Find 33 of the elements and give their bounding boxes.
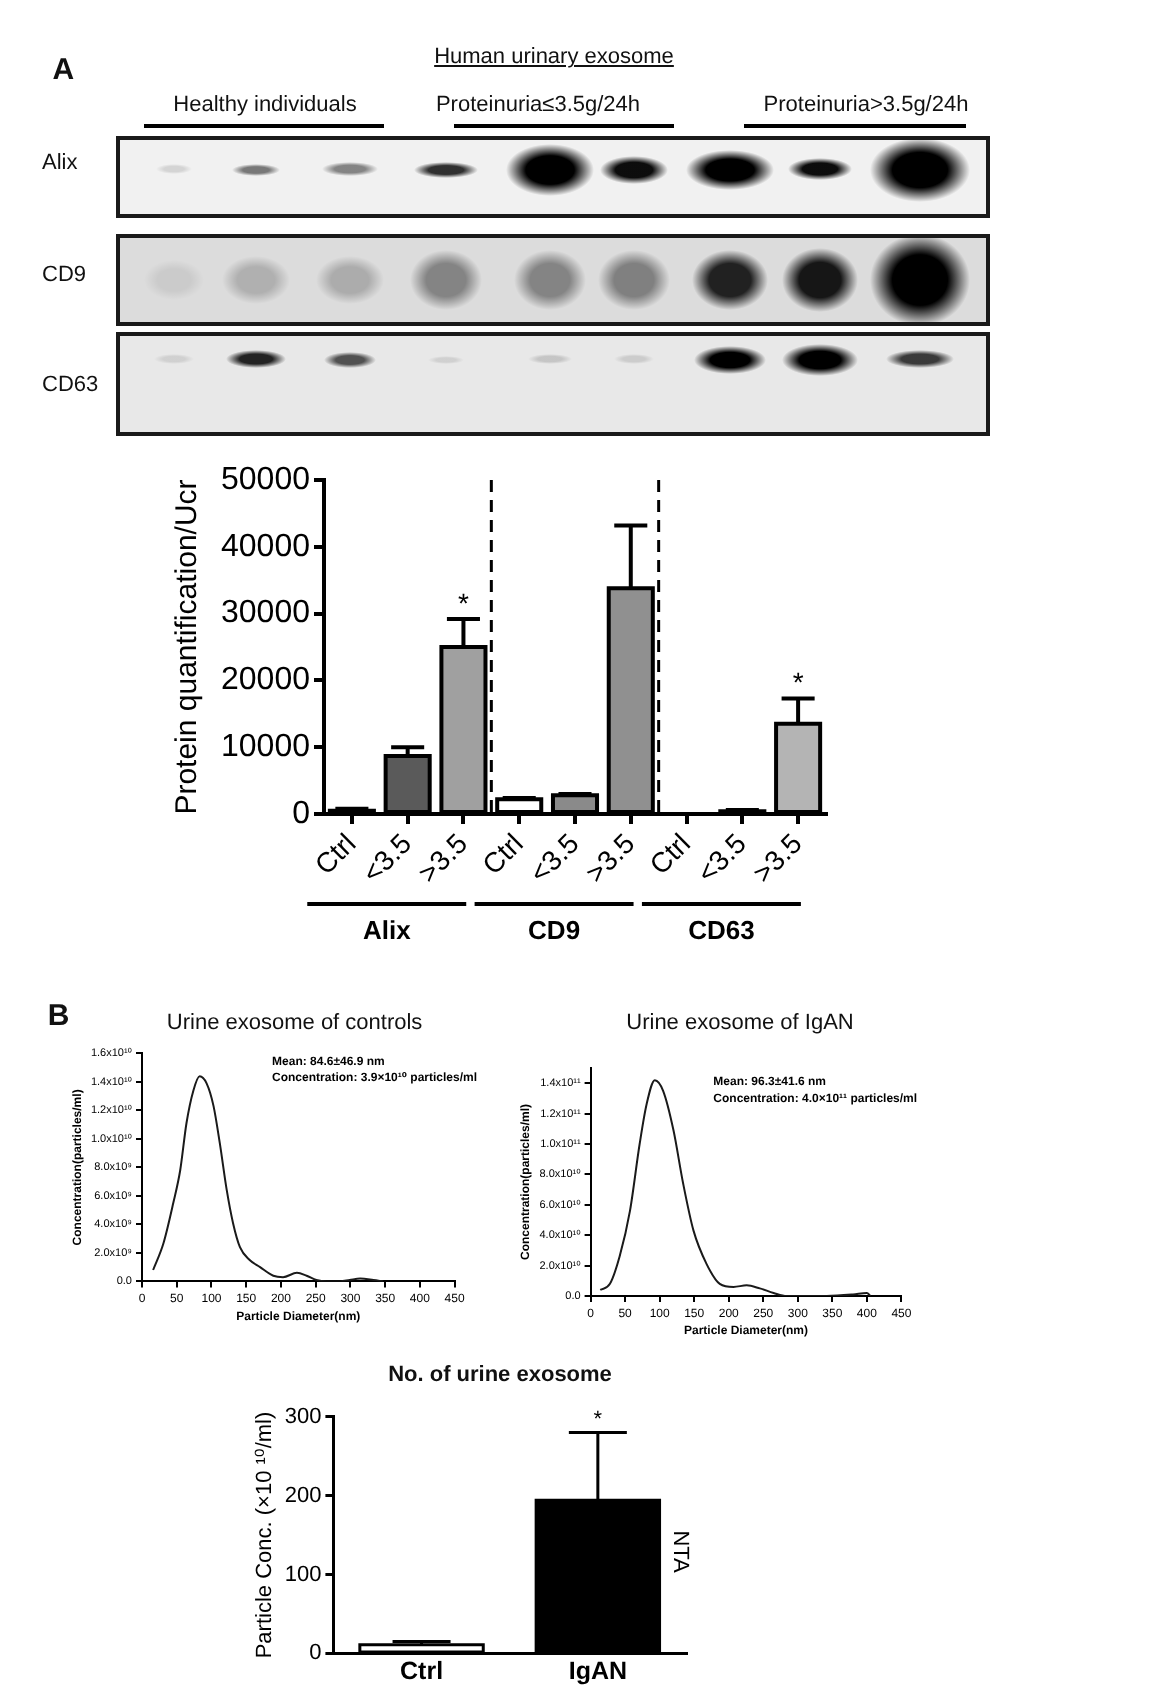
y-tick-label: 10000	[221, 730, 311, 765]
text: A	[52, 53, 75, 87]
text: Alix	[362, 915, 413, 946]
category-label: Proteinuria≤3.5g/24h	[435, 92, 641, 117]
text: Human urinary exosome	[434, 45, 674, 70]
y-tick-label: 30000	[221, 596, 311, 631]
y-tick-label: 100	[284, 1562, 322, 1587]
y-tick-label: 40000	[221, 529, 311, 564]
y-tick-label: 20000	[221, 663, 311, 698]
text: CD9	[528, 915, 581, 946]
category-label: Alix	[42, 150, 78, 175]
data-label: *	[792, 666, 805, 699]
category-label: Healthy individuals	[173, 92, 357, 117]
chart-title: Urine exosome of IgAN	[626, 1010, 854, 1035]
y-tick-label: 200	[284, 1483, 322, 1508]
data-label: *	[593, 1408, 604, 1433]
y-axis-title: Particle Conc. (×10 ¹⁰/ml)	[253, 1411, 278, 1659]
text: B	[47, 998, 70, 1033]
y-tick-label: 50000	[221, 462, 311, 497]
text: CD63	[688, 915, 755, 946]
category-label: CD9	[42, 263, 87, 288]
chart-title: Urine exosome of controls	[166, 1010, 423, 1035]
y-tick-label: 0	[309, 1641, 322, 1666]
data-label: *	[457, 586, 470, 619]
y-tick-label: 300	[284, 1404, 322, 1429]
y-tick-label: 0	[292, 796, 311, 831]
y-axis-title: Protein quantification/Ucr	[170, 479, 205, 815]
chart-title: No. of urine exosome	[388, 1363, 612, 1388]
x-tick-label: Ctrl	[400, 1657, 444, 1686]
annotation: NTA	[667, 1530, 692, 1575]
category-label: CD63	[42, 373, 99, 398]
x-tick-label: IgAN	[568, 1657, 628, 1686]
category-label: Proteinuria>3.5g/24h	[763, 92, 969, 117]
